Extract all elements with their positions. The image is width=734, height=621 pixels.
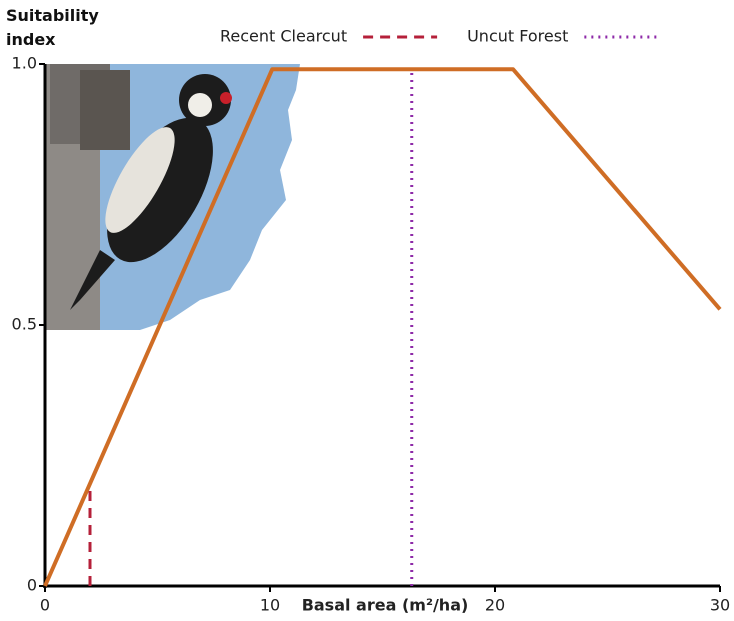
x-tick-label: 20 xyxy=(485,596,505,615)
woodpecker-photo xyxy=(45,64,300,330)
x-axis-label: Basal area (m²/ha) xyxy=(302,596,469,615)
y-tick-label: 1.0 xyxy=(12,54,37,73)
x-tick-label: 30 xyxy=(710,596,730,615)
y-tick-label: 0 xyxy=(27,576,37,595)
y-axis-label: Suitability index xyxy=(6,6,99,49)
suitability-line xyxy=(43,67,722,587)
legend-label: Recent Clearcut xyxy=(220,27,347,46)
x-tick-label: 10 xyxy=(260,596,280,615)
x-tick-label: 0 xyxy=(40,596,50,615)
legend-label: Uncut Forest xyxy=(467,27,568,46)
y-tick-label: 0.5 xyxy=(12,315,37,334)
